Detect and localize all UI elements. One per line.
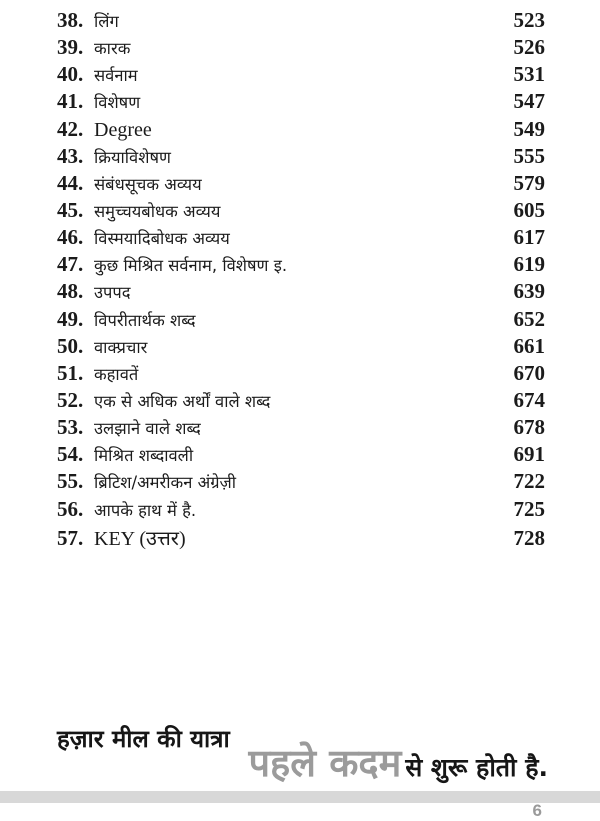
entry-title: सर्वनाम — [94, 66, 138, 86]
entry-page-number: 547 — [513, 89, 546, 114]
toc-entry: 48. उपपद 639 — [57, 279, 545, 306]
entry-page-number: 579 — [513, 170, 546, 195]
entry-page-number: 678 — [513, 415, 546, 440]
entry-number: 56. — [57, 496, 84, 521]
toc-entry: 57. KEY (उत्तर) 728 — [57, 524, 545, 551]
entry-title: विपरीतार्थक शब्द — [94, 310, 196, 330]
page-number: 6 — [532, 801, 542, 820]
entry-page-number: 639 — [513, 279, 546, 304]
entry-page-number: 691 — [513, 442, 546, 467]
quote-line2-rest: से शुरू होती है. — [405, 753, 548, 783]
entry-title: उपपद — [94, 283, 131, 303]
entry-title: KEY (उत्तर) — [94, 527, 186, 550]
toc-entry: 52. एक से अधिक अर्थों वाले शब्द 674 — [57, 388, 545, 415]
entry-number: 47. — [57, 252, 84, 277]
entry-number: 53. — [57, 415, 84, 440]
toc-entry: 42. Degree 549 — [57, 117, 545, 144]
entry-title: ब्रिटिश/अमरीकन अंग्रेज़ी — [94, 473, 237, 493]
footer-quote: हज़ार मील की यात्रा पहले कदम से शुरू होत… — [57, 726, 548, 784]
entry-page-number: 523 — [513, 8, 546, 32]
toc-entry: 50. वाक्प्रचार 661 — [57, 334, 545, 361]
quote-line1: हज़ार मील की यात्रा — [57, 725, 230, 753]
toc-entry: 39. कारक 526 — [57, 35, 545, 62]
entry-number: 46. — [57, 225, 84, 250]
entry-number: 45. — [57, 197, 84, 222]
entry-number: 38. — [57, 8, 84, 32]
entry-page-number: 670 — [513, 360, 546, 385]
entry-page-number: 617 — [513, 225, 546, 250]
entry-number: 41. — [57, 89, 84, 114]
entry-page-number: 549 — [513, 116, 546, 141]
entry-page-number: 531 — [513, 62, 546, 87]
entry-title: वाक्प्रचार — [94, 337, 148, 357]
toc-entry: 43. क्रियाविशेषण 555 — [57, 144, 545, 171]
entry-number: 39. — [57, 35, 84, 60]
toc-entry: 47. कुछ मिश्रित सर्वनाम, विशेषण इ. 619 — [57, 252, 545, 279]
toc-entry: 45. समुच्चयबोधक अव्यय 605 — [57, 198, 545, 225]
toc-entry: 54. मिश्रित शब्दावली 691 — [57, 442, 545, 469]
entry-number: 55. — [57, 469, 84, 494]
entry-number: 51. — [57, 360, 84, 385]
toc-entry: 38. लिंग 523 — [57, 8, 545, 35]
entry-number: 42. — [57, 116, 84, 141]
entry-page-number: 661 — [513, 333, 546, 358]
entry-number: 57. — [57, 525, 84, 550]
entry-title: उलझाने वाले शब्द — [94, 419, 201, 439]
toc-entry: 44. संबंधसूचक अव्यय 579 — [57, 171, 545, 198]
toc-entry: 51. कहावतें 670 — [57, 361, 545, 388]
toc-entry: 53. उलझाने वाले शब्द 678 — [57, 415, 545, 442]
entry-page-number: 728 — [513, 525, 546, 550]
toc-entry: 56. आपके हाथ में है. 725 — [57, 497, 545, 524]
entry-title: कुछ मिश्रित सर्वनाम, विशेषण इ. — [94, 256, 288, 276]
entry-number: 44. — [57, 170, 84, 195]
toc-entry: 41. विशेषण 547 — [57, 89, 545, 116]
entry-title: क्रियाविशेषण — [94, 147, 171, 167]
entry-title: लिंग — [94, 12, 119, 31]
entry-number: 50. — [57, 333, 84, 358]
entry-number: 52. — [57, 387, 84, 412]
entry-number: 54. — [57, 442, 84, 467]
entry-page-number: 674 — [513, 387, 546, 412]
entry-page-number: 605 — [513, 197, 546, 222]
toc-entry: 40. सर्वनाम 531 — [57, 62, 545, 89]
entry-title: आपके हाथ में है. — [94, 500, 197, 520]
entry-title: विस्मयादिबोधक अव्यय — [94, 229, 230, 249]
entry-number: 48. — [57, 279, 84, 304]
footer-divider-bar — [0, 791, 600, 803]
entry-number: 40. — [57, 62, 84, 87]
entry-number: 49. — [57, 306, 84, 331]
entry-title: कहावतें — [94, 364, 139, 384]
entry-title: विशेषण — [94, 93, 141, 113]
toc-entry: 49. विपरीतार्थक शब्द 652 — [57, 307, 545, 334]
entry-page-number: 722 — [513, 469, 546, 494]
entry-number: 43. — [57, 143, 84, 168]
entry-title: संबंधसूचक अव्यय — [94, 174, 202, 194]
entry-page-number: 652 — [513, 306, 546, 331]
entry-page-number: 725 — [513, 496, 546, 521]
entry-title: एक से अधिक अर्थों वाले शब्द — [94, 391, 271, 411]
entry-title: समुच्चयबोधक अव्यय — [94, 201, 221, 221]
entry-title: कारक — [94, 39, 131, 59]
toc-list: 38. लिंग 523 39. कारक 526 40. सर्वनाम 53… — [57, 8, 545, 551]
toc-entry: 46. विस्मयादिबोधक अव्यय 617 — [57, 225, 545, 252]
entry-page-number: 526 — [513, 35, 546, 60]
quote-highlight: पहले कदम — [248, 741, 402, 786]
entry-page-number: 619 — [513, 252, 546, 277]
quote-line2: पहले कदम से शुरू होती है. — [57, 744, 548, 784]
entry-page-number: 555 — [513, 143, 546, 168]
entry-title: मिश्रित शब्दावली — [94, 446, 194, 466]
entry-title: Degree — [94, 118, 152, 141]
toc-entry: 55. ब्रिटिश/अमरीकन अंग्रेज़ी 722 — [57, 469, 545, 496]
